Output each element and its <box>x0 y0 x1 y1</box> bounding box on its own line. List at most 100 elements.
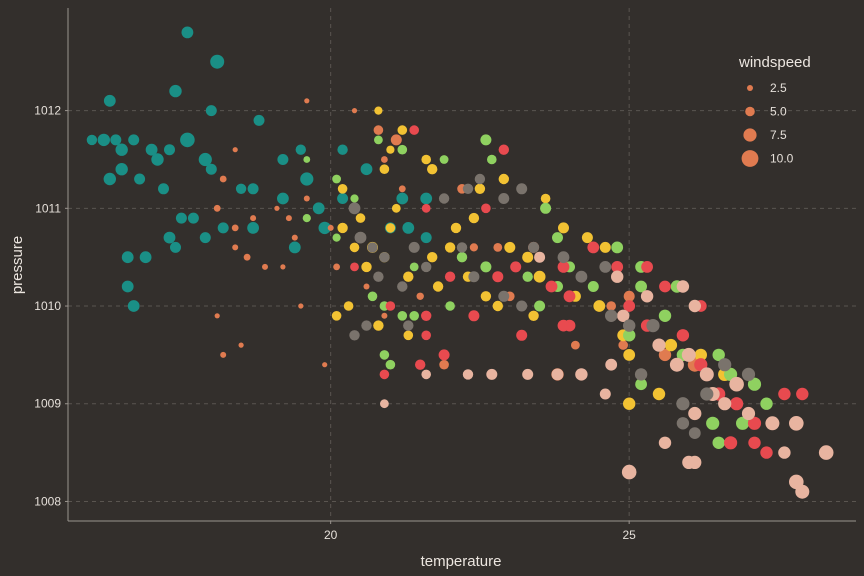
data-point <box>380 350 389 360</box>
data-point <box>128 134 140 146</box>
data-point <box>427 164 438 175</box>
data-point <box>232 147 238 153</box>
data-point <box>115 163 128 176</box>
data-point <box>676 417 690 430</box>
data-point <box>623 319 636 332</box>
data-point <box>747 416 762 430</box>
data-point <box>219 175 227 183</box>
data-point <box>741 367 756 381</box>
data-point <box>748 436 761 449</box>
data-point <box>391 203 401 213</box>
data-point <box>205 105 217 117</box>
legend-key <box>743 128 757 142</box>
data-point <box>659 280 671 293</box>
data-point <box>450 222 462 234</box>
data-point <box>724 436 738 450</box>
y-tick-label: 1012 <box>34 104 61 118</box>
x-tick-label: 20 <box>324 528 338 542</box>
data-point <box>298 303 304 309</box>
data-point <box>397 144 408 155</box>
data-point <box>688 299 701 313</box>
legend-key <box>741 150 759 167</box>
y-axis-title: pressure <box>9 236 26 294</box>
legend-label: 2.5 <box>770 81 787 95</box>
data-point <box>181 26 194 39</box>
data-point <box>528 310 539 321</box>
data-point <box>205 163 217 175</box>
data-point <box>303 195 310 202</box>
data-point <box>498 193 510 204</box>
data-point <box>462 183 474 194</box>
data-point <box>528 241 540 253</box>
data-point <box>295 144 306 155</box>
data-point <box>187 212 199 224</box>
data-point <box>214 313 220 319</box>
data-point <box>444 242 456 253</box>
data-point <box>285 215 292 222</box>
data-point <box>390 134 402 146</box>
data-point <box>795 484 810 499</box>
data-point <box>646 319 660 333</box>
data-point <box>498 144 509 155</box>
data-point <box>432 281 444 292</box>
data-point <box>439 155 449 164</box>
data-point <box>789 416 804 431</box>
data-point <box>351 108 358 114</box>
data-point <box>599 388 611 400</box>
data-point <box>534 300 546 312</box>
data-point <box>332 233 341 242</box>
size-legend: windspeed 2.5 5.0 7.5 10.0 <box>738 54 811 167</box>
data-point <box>587 241 600 254</box>
data-point <box>277 154 289 165</box>
data-point <box>398 185 406 193</box>
data-point <box>729 376 744 392</box>
data-point <box>318 221 331 235</box>
data-point <box>605 309 618 322</box>
data-point <box>349 330 360 341</box>
data-point <box>385 301 396 311</box>
data-point <box>350 262 359 272</box>
data-point <box>238 342 244 348</box>
data-point <box>575 270 588 283</box>
data-point <box>688 427 701 439</box>
data-point <box>498 173 509 185</box>
data-point <box>198 152 212 167</box>
data-point <box>540 202 552 214</box>
data-point <box>712 436 725 449</box>
data-point <box>363 283 370 290</box>
legend-label: 7.5 <box>770 128 787 142</box>
data-point <box>468 310 480 322</box>
data-point <box>420 192 433 205</box>
data-point <box>402 222 415 234</box>
data-point <box>516 183 528 195</box>
data-point <box>373 320 384 331</box>
data-point <box>164 144 175 156</box>
x-tick-label: 25 <box>622 528 636 542</box>
data-point <box>170 241 181 253</box>
data-point <box>623 290 635 302</box>
data-point <box>681 347 696 362</box>
data-point <box>349 242 360 253</box>
data-point <box>493 243 503 252</box>
data-point <box>361 261 372 273</box>
data-point <box>374 135 383 145</box>
data-point <box>480 134 492 146</box>
data-point <box>403 320 414 331</box>
data-point <box>396 192 409 205</box>
data-point <box>706 416 720 430</box>
data-point <box>421 261 432 273</box>
data-point <box>658 348 672 362</box>
data-point <box>486 368 498 380</box>
grid-lines <box>68 8 856 521</box>
axes <box>65 8 856 524</box>
data-point <box>409 311 420 321</box>
data-point <box>373 125 384 135</box>
data-point <box>439 359 449 370</box>
data-point <box>421 369 432 380</box>
data-point <box>291 234 298 241</box>
data-point <box>127 300 140 312</box>
data-point <box>250 215 257 222</box>
data-point <box>818 445 834 460</box>
data-point <box>510 261 522 273</box>
